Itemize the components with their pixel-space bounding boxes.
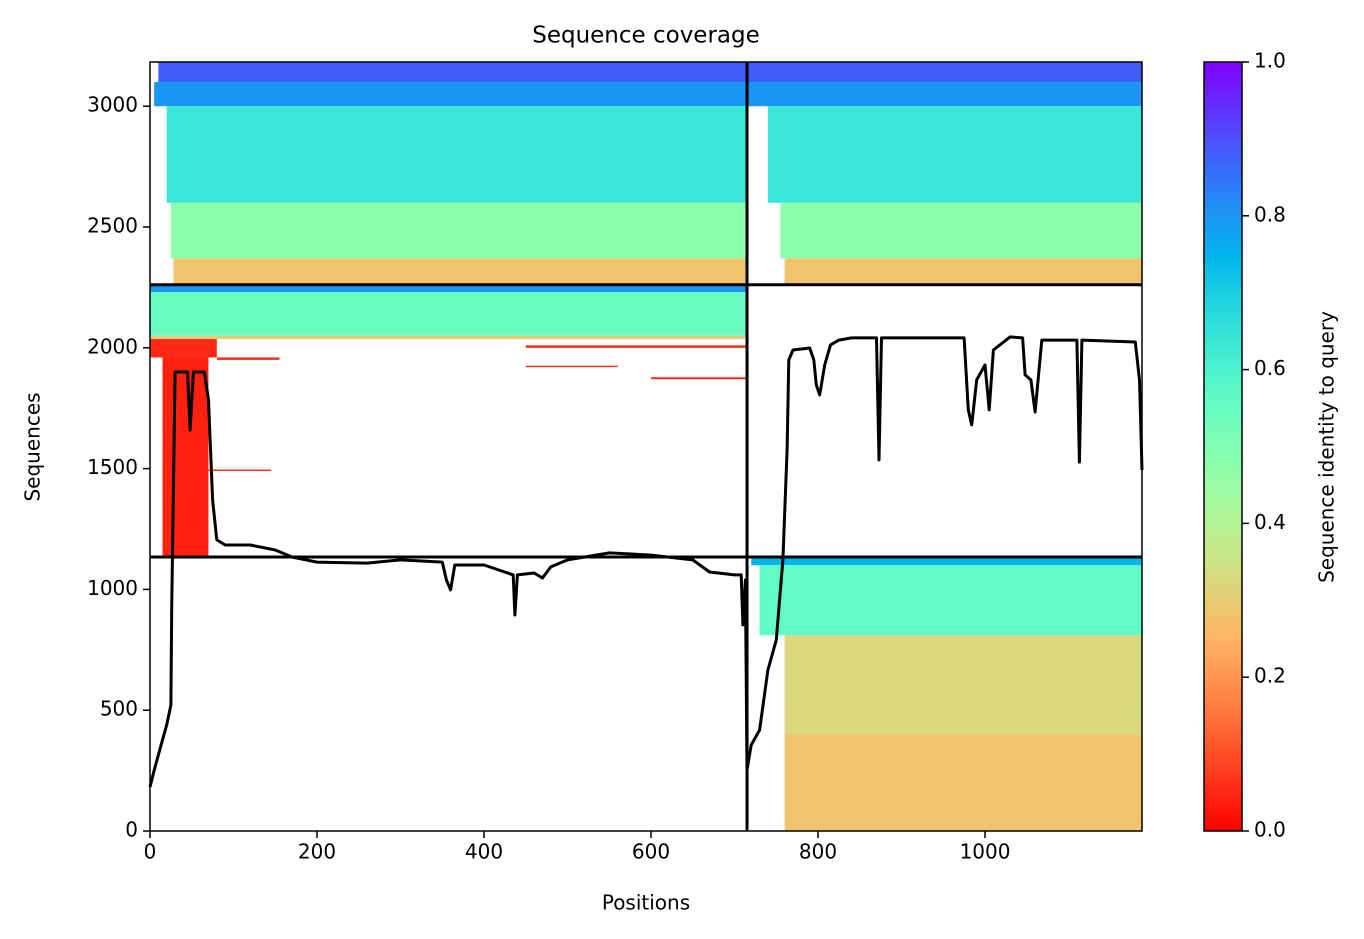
coverage-band [525,365,618,368]
x-tick-label: 0 [144,840,157,864]
x-tick-label: 600 [632,840,670,864]
plot-frame [149,61,1143,832]
chart-title: Sequence coverage [532,23,760,49]
coverage-band [173,258,748,285]
x-axis-label: Positions [602,891,690,915]
coverage-band [150,335,748,340]
y-tick-label: 2000 [87,334,138,358]
colorbar-tick-label: 1.0 [1254,49,1286,73]
coverage-band [751,557,1142,566]
colorbar-tick-label: 0.8 [1254,202,1286,226]
coverage-band [784,258,1142,285]
coverage-band [150,292,748,336]
coverage-band [759,565,1142,636]
coverage-band [162,357,209,558]
coverage-band [525,345,748,348]
y-tick-label: 3000 [87,93,138,117]
colorbar-tick-label: 0.6 [1254,356,1286,380]
colorbar-tick-label: 0.0 [1254,818,1286,842]
colorbar-label: Sequence identity to query [1315,311,1339,583]
coverage-band [170,202,748,259]
coverage-band [747,82,1142,107]
coverage-band [154,82,748,107]
colorbar-tick-label: 0.2 [1254,664,1286,688]
coverage-band [651,377,748,380]
coverage-band [216,357,280,360]
x-tick-label: 200 [298,840,336,864]
x-tick-label: 400 [465,840,503,864]
colorbar [1203,61,1243,832]
y-tick-label: 2500 [87,214,138,238]
coverage-band [747,62,1142,83]
y-tick-label: 1500 [87,455,138,479]
y-tick-label: 500 [100,697,138,721]
coverage-line [148,335,1144,788]
y-tick-label: 0 [125,818,138,842]
x-tick-label: 1000 [960,840,1011,864]
coverage-band [784,635,1142,735]
y-tick-label: 1000 [87,576,138,600]
coverage-band [784,734,1142,831]
coverage-band [150,284,748,293]
coverage-band [158,62,748,83]
y-axis-label: Sequences [21,392,45,501]
coverage-band [767,106,1142,203]
coverage-band [780,202,1142,259]
coverage-band [150,339,217,358]
coverage-band [208,469,272,472]
colorbar-tick-label: 0.4 [1254,510,1286,534]
coverage-band [166,106,748,203]
x-tick-label: 800 [799,840,837,864]
